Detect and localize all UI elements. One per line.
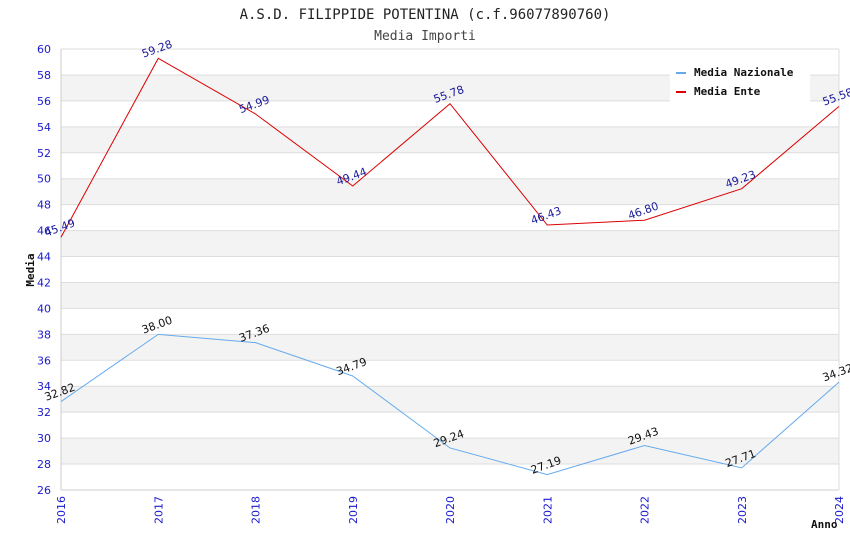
x-axis-label: Anno — [811, 518, 838, 531]
y-tick-label: 34 — [37, 380, 51, 393]
x-axis-ticks: 2016 2017 2018 2019 2020 2021 2022 2023 2024 — [55, 496, 846, 524]
grid-band — [61, 178, 839, 205]
y-tick-label: 40 — [37, 302, 51, 315]
y-tick-label: 52 — [37, 147, 51, 160]
x-tick-label: 2022 — [639, 496, 652, 524]
y-tick-label: 50 — [37, 173, 51, 186]
y-tick-label: 36 — [37, 354, 51, 367]
legend-background — [670, 60, 810, 102]
y-tick-label: 30 — [37, 432, 51, 445]
y-tick-label: 38 — [37, 328, 51, 341]
y-tick-label: 54 — [37, 121, 51, 134]
grid-band — [61, 230, 839, 257]
x-tick-label: 2021 — [541, 496, 554, 524]
y-axis-label: Media — [24, 253, 37, 286]
chart-subtitle: Media Importi — [374, 29, 476, 44]
y-tick-label: 26 — [37, 484, 51, 497]
series-line-media-nazionale — [60, 333, 840, 476]
grid-lines — [60, 48, 840, 491]
grid-band — [61, 282, 839, 309]
y-tick-label: 42 — [37, 276, 51, 289]
chart-title: A.S.D. FILIPPIDE POTENTINA (c.f.96077890… — [240, 7, 611, 23]
x-tick-label: 2017 — [152, 496, 165, 524]
x-tick-label: 2019 — [347, 496, 360, 524]
y-tick-label: 58 — [37, 69, 51, 82]
y-tick-label: 32 — [37, 406, 51, 419]
grid-band — [61, 126, 839, 153]
x-tick-label: 2020 — [444, 496, 457, 524]
grid-band — [61, 438, 839, 465]
grid-bands — [61, 74, 839, 465]
series-line-media-ente — [60, 57, 840, 238]
y-tick-label: 60 — [37, 43, 51, 56]
legend-label: Media Nazionale — [694, 66, 794, 79]
data-label: 34.32 — [821, 361, 850, 384]
legend-label: Media Ente — [694, 85, 761, 98]
legend: Media Nazionale Media Ente — [670, 60, 810, 102]
y-tick-label: 46 — [37, 225, 51, 238]
data-label: 38.00 — [140, 314, 174, 337]
x-tick-label: 2024 — [833, 496, 846, 524]
y-tick-label: 48 — [37, 199, 51, 212]
y-tick-label: 56 — [37, 95, 51, 108]
y-tick-label: 28 — [37, 458, 51, 471]
series-group — [60, 57, 840, 476]
grid-band — [61, 386, 839, 413]
x-tick-label: 2016 — [55, 496, 68, 524]
grid-band — [61, 334, 839, 361]
data-label: 59.28 — [140, 38, 174, 61]
x-tick-label: 2023 — [736, 496, 749, 524]
y-axis-ticks: 26 28 30 32 34 36 38 40 42 44 46 48 50 52 54 56 58 60 — [37, 43, 51, 497]
x-tick-label: 2018 — [250, 496, 263, 524]
y-tick-label: 44 — [37, 251, 51, 264]
